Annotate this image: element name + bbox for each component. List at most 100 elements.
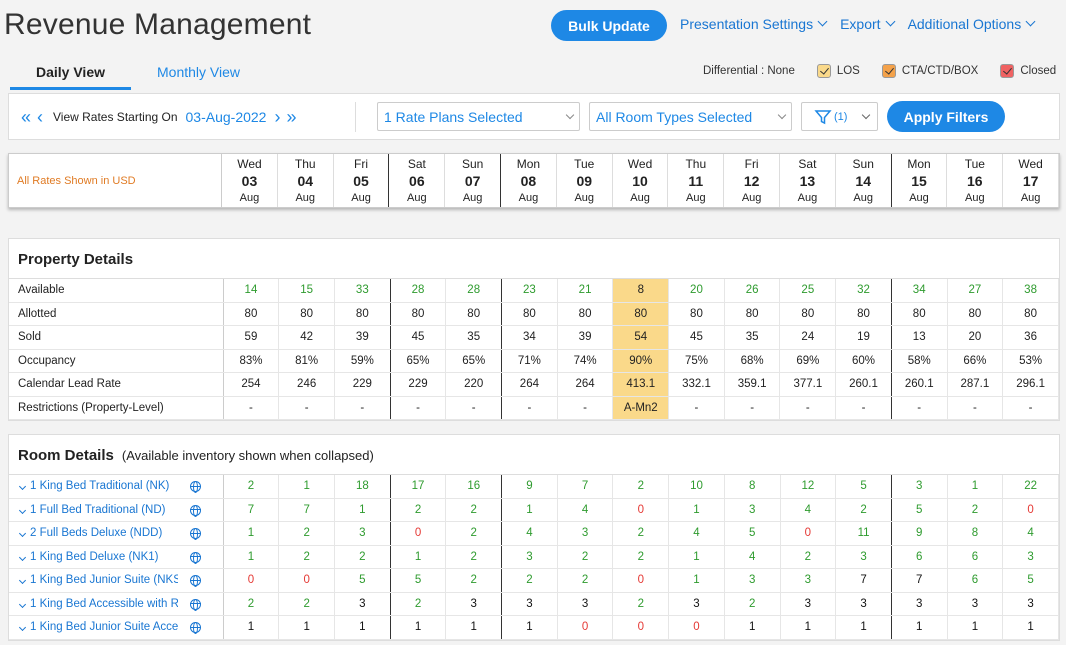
inventory-cell[interactable]: 4 <box>558 498 614 521</box>
inventory-cell[interactable]: 2 <box>391 498 447 521</box>
data-cell[interactable]: 23 <box>502 279 558 302</box>
data-cell[interactable]: 53% <box>1003 349 1059 372</box>
inventory-cell[interactable]: 3 <box>836 592 892 615</box>
inventory-cell[interactable]: 0 <box>613 616 670 639</box>
data-cell[interactable]: - <box>335 396 391 419</box>
data-cell[interactable]: 80 <box>613 302 670 325</box>
data-cell[interactable]: 80 <box>391 302 447 325</box>
inventory-cell[interactable]: 6 <box>948 569 1004 592</box>
data-cell[interactable]: 264 <box>558 373 614 396</box>
data-cell[interactable]: 69% <box>780 349 837 372</box>
inventory-cell[interactable]: 7 <box>224 498 280 521</box>
inventory-cell[interactable]: 2 <box>279 592 336 615</box>
data-cell[interactable]: 35 <box>446 326 503 349</box>
additional-options-link[interactable]: Additional Options <box>908 16 1036 32</box>
room-type-toggle[interactable]: 1 King Bed Junior Suite Access... <box>9 616 224 639</box>
data-cell[interactable]: 377.1 <box>780 373 837 396</box>
apply-filters-button[interactable]: Apply Filters <box>887 101 1005 132</box>
inventory-cell[interactable]: 1 <box>224 616 280 639</box>
legend-cta[interactable]: CTA/CTD/BOX <box>881 64 978 78</box>
inventory-cell[interactable]: 5 <box>725 522 781 545</box>
data-cell[interactable]: - <box>836 396 892 419</box>
data-cell[interactable]: - <box>725 396 781 419</box>
data-cell[interactable]: 13 <box>892 326 948 349</box>
inventory-cell[interactable]: 1 <box>892 616 948 639</box>
data-cell[interactable]: 332.1 <box>669 373 725 396</box>
inventory-cell[interactable]: 2 <box>224 475 280 498</box>
data-cell[interactable]: - <box>1003 396 1059 419</box>
data-cell[interactable]: 65% <box>391 349 447 372</box>
inventory-cell[interactable]: 1 <box>948 616 1004 639</box>
tab-monthly-view[interactable]: Monthly View <box>157 64 241 80</box>
data-cell[interactable]: 229 <box>335 373 391 396</box>
inventory-cell[interactable]: 3 <box>446 592 503 615</box>
data-cell[interactable]: 81% <box>279 349 335 372</box>
data-cell[interactable]: 260.1 <box>836 373 892 396</box>
data-cell[interactable]: 80 <box>558 302 614 325</box>
globe-icon[interactable] <box>189 504 201 517</box>
inventory-cell[interactable]: 11 <box>836 522 892 545</box>
inventory-cell[interactable]: 2 <box>446 498 503 521</box>
inventory-cell[interactable]: 1 <box>391 545 447 568</box>
inventory-cell[interactable]: 1 <box>725 616 781 639</box>
inventory-cell[interactable]: 7 <box>836 569 892 592</box>
legend-los[interactable]: LOS <box>816 64 860 78</box>
inventory-cell[interactable]: 0 <box>781 522 837 545</box>
inventory-cell[interactable]: 2 <box>446 522 503 545</box>
inventory-cell[interactable]: 7 <box>279 498 336 521</box>
data-cell[interactable]: 42 <box>279 326 335 349</box>
data-cell[interactable]: 80 <box>669 302 725 325</box>
data-cell[interactable]: 80 <box>836 302 892 325</box>
inventory-cell[interactable]: 2 <box>725 592 781 615</box>
double-chevron-right-icon[interactable]: » <box>286 107 297 127</box>
room-type-toggle[interactable]: 1 King Bed Traditional (NK) <box>9 475 224 498</box>
inventory-cell[interactable]: 1 <box>279 616 336 639</box>
data-cell[interactable]: 58% <box>892 349 948 372</box>
inventory-cell[interactable]: 2 <box>279 545 336 568</box>
inventory-cell[interactable]: 1 <box>669 569 725 592</box>
inventory-cell[interactable]: 2 <box>446 569 503 592</box>
inventory-cell[interactable]: 3 <box>781 592 837 615</box>
data-cell[interactable]: - <box>558 396 614 419</box>
inventory-cell[interactable]: 3 <box>892 592 948 615</box>
data-cell[interactable]: - <box>391 396 447 419</box>
inventory-cell[interactable]: 1 <box>669 545 725 568</box>
inventory-cell[interactable]: 22 <box>1003 475 1059 498</box>
data-cell[interactable]: 21 <box>558 279 614 302</box>
data-cell[interactable]: 28 <box>446 279 503 302</box>
data-cell[interactable]: 38 <box>1003 279 1059 302</box>
los-checkbox[interactable] <box>816 64 831 78</box>
inventory-cell[interactable]: 3 <box>781 569 837 592</box>
data-cell[interactable]: 80 <box>1003 302 1059 325</box>
inventory-cell[interactable]: 0 <box>613 498 670 521</box>
data-cell[interactable]: 25 <box>780 279 837 302</box>
data-cell[interactable]: 71% <box>502 349 558 372</box>
data-cell[interactable]: 39 <box>558 326 614 349</box>
inventory-cell[interactable]: 1 <box>391 616 447 639</box>
data-cell[interactable]: 20 <box>948 326 1004 349</box>
inventory-cell[interactable]: 2 <box>948 498 1004 521</box>
data-cell[interactable]: 260.1 <box>892 373 948 396</box>
advanced-filter-button[interactable]: (1) <box>801 102 878 131</box>
closed-checkbox[interactable] <box>1000 64 1015 78</box>
data-cell[interactable]: 24 <box>780 326 837 349</box>
data-cell[interactable]: 8 <box>613 279 670 302</box>
data-cell[interactable]: 20 <box>669 279 725 302</box>
inventory-cell[interactable]: 5 <box>335 569 391 592</box>
room-type-toggle[interactable]: 1 King Bed Deluxe (NK1) <box>9 545 224 568</box>
data-cell[interactable]: 14 <box>224 279 280 302</box>
data-cell[interactable]: - <box>279 396 335 419</box>
data-cell[interactable]: 34 <box>502 326 558 349</box>
inventory-cell[interactable]: 2 <box>279 522 336 545</box>
inventory-cell[interactable]: 1 <box>335 616 391 639</box>
inventory-cell[interactable]: 2 <box>613 522 670 545</box>
inventory-cell[interactable]: 3 <box>335 592 391 615</box>
data-cell[interactable]: 39 <box>335 326 391 349</box>
data-cell[interactable]: 66% <box>948 349 1004 372</box>
inventory-cell[interactable]: 2 <box>836 498 892 521</box>
legend-closed[interactable]: Closed <box>1000 64 1056 78</box>
inventory-cell[interactable]: 1 <box>781 616 837 639</box>
data-cell[interactable]: 27 <box>948 279 1004 302</box>
data-cell[interactable]: 359.1 <box>725 373 781 396</box>
room-type-toggle[interactable]: 2 Full Beds Deluxe (NDD) <box>9 522 224 545</box>
